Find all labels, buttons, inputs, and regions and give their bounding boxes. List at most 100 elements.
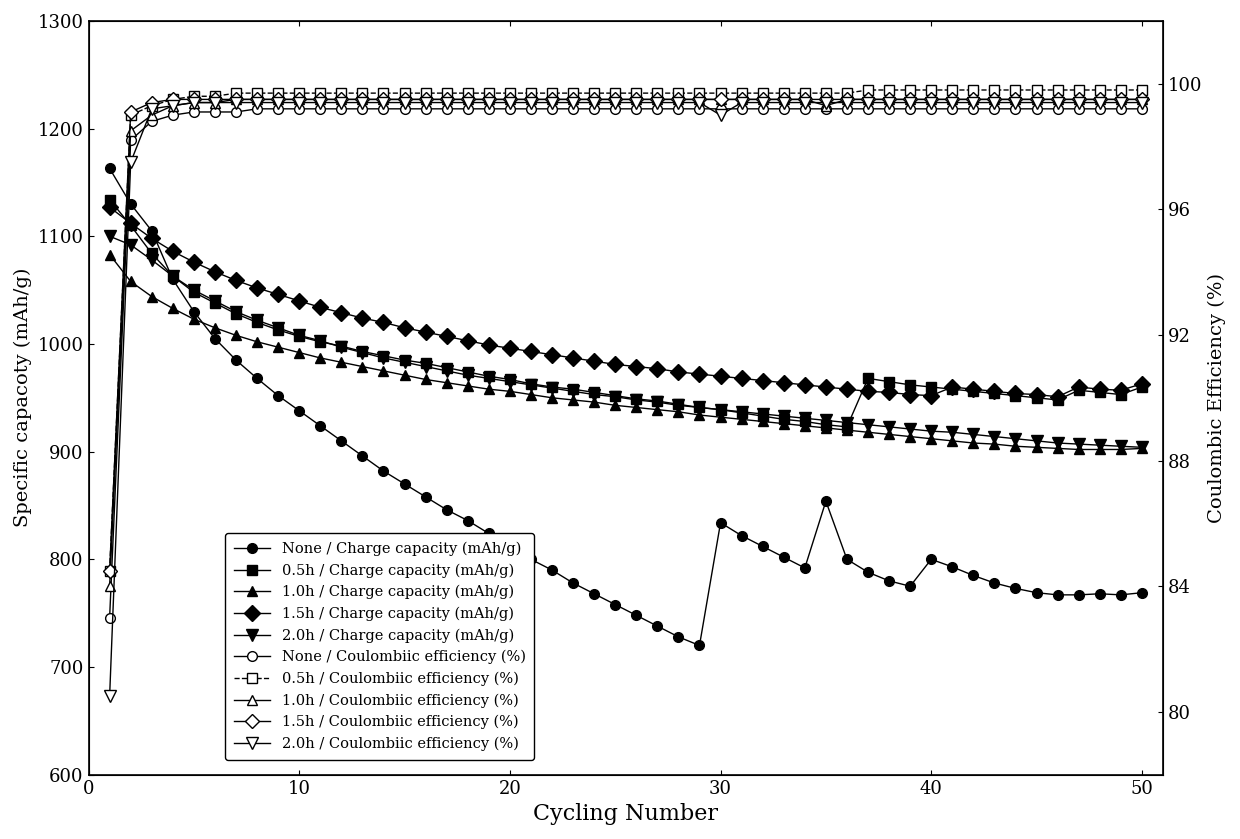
1.5h / Charge capacity (mAh/g) [291,296,306,306]
0.5h / Charge capacity (mAh/g) [565,384,580,394]
None / Coulombiic efficiency (%) [945,104,960,114]
Legend: None / Charge capacity (mAh/g), 0.5h / Charge capacity (mAh/g), 1.0h / Charge ca: None / Charge capacity (mAh/g), 0.5h / C… [224,533,534,760]
2.0h / Coulombiic efficiency (%) [945,97,960,107]
0.5h / Charge capacity (mAh/g) [165,271,180,281]
Line: 1.0h / Coulombiic efficiency (%): 1.0h / Coulombiic efficiency (%) [104,95,1147,591]
None / Coulombiic efficiency (%) [334,104,348,114]
1.5h / Charge capacity (mAh/g) [692,369,707,379]
0.5h / Charge capacity (mAh/g) [882,377,897,387]
1.0h / Charge capacity (mAh/g) [291,347,306,357]
0.5h / Coulombiic efficiency (%) [144,101,159,111]
1.0h / Coulombiic efficiency (%) [186,97,201,107]
2.0h / Coulombiic efficiency (%) [376,97,391,107]
2.0h / Charge capacity (mAh/g) [439,366,454,376]
1.5h / Charge capacity (mAh/g) [397,323,412,333]
1.5h / Coulombiic efficiency (%) [270,94,285,104]
1.5h / Coulombiic efficiency (%) [144,97,159,107]
2.0h / Coulombiic efficiency (%) [1092,97,1107,107]
Line: 1.0h / Charge capacity (mAh/g): 1.0h / Charge capacity (mAh/g) [104,250,1147,455]
0.5h / Coulombiic efficiency (%) [903,85,918,95]
0.5h / Charge capacity (mAh/g) [1029,393,1044,403]
2.0h / Coulombiic efficiency (%) [165,101,180,111]
1.5h / Coulombiic efficiency (%) [207,94,222,104]
1.0h / Coulombiic efficiency (%) [839,94,854,104]
2.0h / Coulombiic efficiency (%) [481,97,496,107]
2.0h / Charge capacity (mAh/g) [839,418,854,428]
2.0h / Coulombiic efficiency (%) [1114,97,1128,107]
None / Coulombiic efficiency (%) [650,104,665,114]
0.5h / Charge capacity (mAh/g) [1050,395,1065,405]
1.5h / Coulombiic efficiency (%) [839,94,854,104]
0.5h / Coulombiic efficiency (%) [565,88,580,98]
None / Coulombiic efficiency (%) [608,104,622,114]
1.0h / Charge capacity (mAh/g) [460,381,475,391]
2.0h / Charge capacity (mAh/g) [608,392,622,402]
2.0h / Charge capacity (mAh/g) [924,426,939,436]
1.5h / Charge capacity (mAh/g) [671,367,686,377]
2.0h / Charge capacity (mAh/g) [102,232,117,242]
1.5h / Coulombiic efficiency (%) [502,94,517,104]
1.5h / Coulombiic efficiency (%) [1135,94,1149,104]
None / Coulombiic efficiency (%) [186,107,201,117]
2.0h / Charge capacity (mAh/g) [565,386,580,396]
1.0h / Coulombiic efficiency (%) [439,94,454,104]
2.0h / Charge capacity (mAh/g) [1092,440,1107,451]
0.5h / Charge capacity (mAh/g) [439,362,454,373]
None / Charge capacity (mAh/g) [987,578,1002,588]
1.5h / Coulombiic efficiency (%) [481,94,496,104]
1.5h / Charge capacity (mAh/g) [376,317,391,327]
1.5h / Charge capacity (mAh/g) [207,267,222,277]
None / Coulombiic efficiency (%) [755,104,770,114]
None / Coulombiic efficiency (%) [312,104,327,114]
1.5h / Charge capacity (mAh/g) [334,308,348,318]
None / Coulombiic efficiency (%) [270,104,285,114]
1.5h / Charge capacity (mAh/g) [818,382,833,392]
1.5h / Coulombiic efficiency (%) [945,94,960,104]
None / Charge capacity (mAh/g) [207,334,222,344]
2.0h / Charge capacity (mAh/g) [228,306,243,316]
None / Charge capacity (mAh/g) [165,274,180,284]
2.0h / Coulombiic efficiency (%) [102,691,117,701]
1.5h / Coulombiic efficiency (%) [882,94,897,104]
1.5h / Charge capacity (mAh/g) [1114,385,1128,395]
2.0h / Charge capacity (mAh/g) [755,409,770,419]
1.5h / Coulombiic efficiency (%) [713,94,728,104]
1.0h / Coulombiic efficiency (%) [587,94,601,104]
None / Charge capacity (mAh/g) [460,515,475,525]
1.5h / Coulombiic efficiency (%) [734,94,749,104]
None / Coulombiic efficiency (%) [207,107,222,117]
2.0h / Coulombiic efficiency (%) [650,97,665,107]
0.5h / Charge capacity (mAh/g) [312,336,327,347]
1.0h / Coulombiic efficiency (%) [734,94,749,104]
None / Coulombiic efficiency (%) [376,104,391,114]
None / Coulombiic efficiency (%) [924,104,939,114]
1.5h / Coulombiic efficiency (%) [1114,94,1128,104]
1.5h / Charge capacity (mAh/g) [587,356,601,366]
2.0h / Coulombiic efficiency (%) [186,97,201,107]
1.5h / Charge capacity (mAh/g) [1029,389,1044,399]
0.5h / Coulombiic efficiency (%) [608,88,622,98]
2.0h / Charge capacity (mAh/g) [1114,441,1128,451]
None / Charge capacity (mAh/g) [291,406,306,416]
1.5h / Charge capacity (mAh/g) [650,363,665,373]
0.5h / Coulombiic efficiency (%) [861,85,875,95]
0.5h / Charge capacity (mAh/g) [776,414,791,425]
1.0h / Coulombiic efficiency (%) [544,94,559,104]
None / Coulombiic efficiency (%) [966,104,981,114]
2.0h / Coulombiic efficiency (%) [460,97,475,107]
1.0h / Coulombiic efficiency (%) [966,94,981,104]
2.0h / Coulombiic efficiency (%) [797,97,812,107]
1.5h / Coulombiic efficiency (%) [544,94,559,104]
2.0h / Charge capacity (mAh/g) [797,414,812,424]
1.0h / Charge capacity (mAh/g) [144,291,159,301]
None / Charge capacity (mAh/g) [924,555,939,565]
None / Charge capacity (mAh/g) [966,571,981,581]
Line: None / Coulombiic efficiency (%): None / Coulombiic efficiency (%) [104,104,1147,623]
1.0h / Coulombiic efficiency (%) [355,94,370,104]
0.5h / Charge capacity (mAh/g) [376,351,391,361]
2.0h / Coulombiic efficiency (%) [355,97,370,107]
1.5h / Coulombiic efficiency (%) [692,94,707,104]
1.0h / Charge capacity (mAh/g) [945,435,960,446]
0.5h / Coulombiic efficiency (%) [713,88,728,98]
None / Coulombiic efficiency (%) [565,104,580,114]
